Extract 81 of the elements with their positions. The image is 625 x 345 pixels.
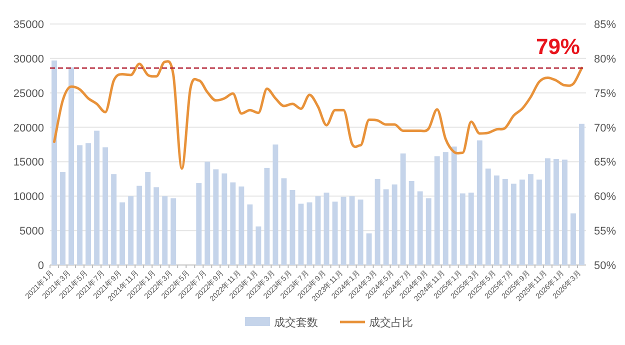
bar	[324, 192, 330, 265]
bar	[264, 168, 270, 265]
bar	[392, 184, 398, 265]
bar	[247, 204, 253, 265]
bar	[68, 67, 74, 265]
annotation: 79%	[536, 34, 580, 59]
bar	[60, 172, 66, 265]
bar	[170, 198, 176, 265]
legend-label: 成交占比	[369, 316, 413, 329]
bar	[554, 158, 559, 265]
bar	[136, 186, 142, 265]
y2-tick-label: 85%	[594, 19, 616, 31]
bar	[366, 233, 372, 265]
bar	[340, 196, 346, 265]
bar	[544, 158, 550, 265]
bar	[358, 200, 364, 265]
bar	[196, 183, 202, 265]
bar	[281, 178, 287, 265]
bar	[349, 196, 355, 265]
bar	[332, 202, 338, 265]
bar	[238, 186, 244, 265]
y-tick-label: 0	[38, 260, 44, 272]
y2-tick-label: 80%	[594, 53, 616, 66]
bar	[230, 182, 236, 265]
bar	[102, 147, 108, 265]
y2-tick-label: 60%	[594, 191, 616, 204]
bar	[536, 180, 542, 265]
bar	[519, 180, 525, 265]
y2-tick-label: 65%	[594, 156, 616, 169]
y2-tick-label: 55%	[594, 226, 616, 238]
y-tick-label: 35000	[13, 19, 44, 31]
y2-tick-label: 50%	[594, 260, 616, 272]
bar	[451, 146, 457, 265]
bar	[213, 169, 219, 265]
bar	[442, 152, 448, 265]
y-tick-label: 30000	[13, 53, 44, 66]
bar	[315, 196, 321, 265]
bar	[111, 174, 117, 265]
bar	[204, 162, 210, 265]
y-tick-label: 15000	[13, 156, 44, 169]
bar	[86, 143, 92, 265]
y-tick-label: 5000	[20, 226, 44, 238]
y2-tick-label: 75%	[594, 88, 616, 100]
bar	[145, 172, 151, 265]
bar	[434, 156, 440, 265]
line-series	[53, 60, 583, 170]
y-tick-label: 25000	[13, 88, 44, 100]
y-tick-label: 20000	[13, 122, 44, 134]
bar	[510, 184, 516, 265]
bar	[408, 180, 414, 265]
bar	[494, 175, 500, 265]
bar	[460, 193, 466, 265]
bar	[374, 178, 380, 265]
bar	[120, 202, 126, 265]
legend-label: 成交套数	[274, 316, 318, 329]
bar	[579, 124, 584, 265]
bar	[400, 153, 406, 265]
bar	[77, 145, 82, 265]
y2-tick-label: 70%	[594, 122, 616, 134]
bar	[290, 190, 296, 265]
bar	[426, 198, 432, 265]
bar	[476, 140, 482, 265]
bar	[562, 160, 568, 265]
bar	[52, 60, 57, 265]
bar	[256, 226, 262, 265]
bar	[468, 192, 474, 265]
bar	[306, 202, 312, 265]
bar	[272, 144, 278, 265]
bar	[154, 187, 160, 265]
bar	[485, 168, 491, 265]
bar	[128, 196, 134, 265]
bar	[222, 173, 228, 265]
bar	[570, 213, 576, 265]
bar	[417, 191, 423, 265]
bar	[94, 130, 100, 265]
bar	[502, 178, 508, 265]
y-tick-label: 10000	[13, 191, 44, 204]
bar	[528, 174, 534, 265]
bar	[298, 204, 304, 265]
bar	[383, 189, 389, 265]
bar	[162, 196, 168, 265]
